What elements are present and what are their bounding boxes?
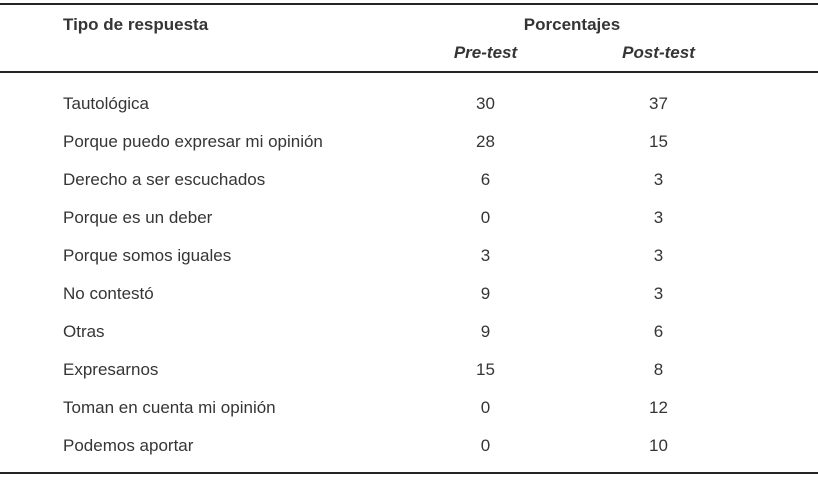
table-row: No contestó 9 3 [0, 275, 818, 313]
table-body: Tautológica 30 37 Porque puedo expresar … [0, 73, 818, 465]
column-group-header-porcentajes: Porcentajes [523, 15, 621, 34]
row-label: Toman en cuenta mi opinión [63, 398, 276, 417]
pretest-value: 15 [476, 360, 495, 379]
column-header-posttest: Post-test [622, 43, 695, 62]
table-row: Otras 9 6 [0, 313, 818, 351]
posttest-value: 37 [649, 94, 668, 113]
table-row: Porque es un deber 0 3 [0, 199, 818, 237]
row-label: Tautológica [63, 94, 150, 113]
row-label: Porque puedo expresar mi opinión [63, 132, 323, 151]
posttest-value: 3 [653, 208, 664, 227]
table-top-rule [0, 3, 818, 5]
row-label: Expresarnos [63, 360, 159, 379]
table-header: Tipo de respuesta Porcentajes Pre-test P… [0, 14, 818, 64]
table-row: Podemos aportar 0 10 [0, 427, 818, 465]
pretest-value: 9 [480, 284, 491, 303]
pretest-value: 28 [476, 132, 495, 151]
header-row-sub: Pre-test Post-test [0, 42, 818, 64]
pretest-value: 0 [480, 208, 491, 227]
pretest-value: 0 [480, 436, 491, 455]
pretest-value: 30 [476, 94, 495, 113]
column-header-tipo-de-respuesta: Tipo de respuesta [63, 15, 209, 34]
table-row: Derecho a ser escuchados 6 3 [0, 161, 818, 199]
pretest-value: 6 [480, 170, 491, 189]
table-row: Porque puedo expresar mi opinión 28 15 [0, 123, 818, 161]
table-row: Porque somos iguales 3 3 [0, 237, 818, 275]
row-label: Porque somos iguales [63, 246, 232, 265]
row-label: No contestó [63, 284, 154, 303]
header-row-main: Tipo de respuesta Porcentajes [0, 14, 818, 36]
row-label: Porque es un deber [63, 208, 213, 227]
row-label: Derecho a ser escuchados [63, 170, 266, 189]
row-label: Otras [63, 322, 105, 341]
pretest-value: 0 [480, 398, 491, 417]
table-bottom-rule [0, 472, 818, 474]
header-separator-rule [0, 71, 818, 73]
posttest-value: 3 [653, 284, 664, 303]
table-row: Tautológica 30 37 [0, 85, 818, 123]
posttest-value: 15 [649, 132, 668, 151]
table-row: Toman en cuenta mi opinión 0 12 [0, 389, 818, 427]
pretest-value: 9 [480, 322, 491, 341]
posttest-value: 3 [653, 170, 664, 189]
posttest-value: 8 [653, 360, 664, 379]
column-header-pretest: Pre-test [453, 43, 518, 62]
posttest-value: 12 [649, 398, 668, 417]
posttest-value: 3 [653, 246, 664, 265]
table-row: Expresarnos 15 8 [0, 351, 818, 389]
row-label: Podemos aportar [63, 436, 194, 455]
posttest-value: 10 [649, 436, 668, 455]
posttest-value: 6 [653, 322, 664, 341]
pretest-value: 3 [480, 246, 491, 265]
